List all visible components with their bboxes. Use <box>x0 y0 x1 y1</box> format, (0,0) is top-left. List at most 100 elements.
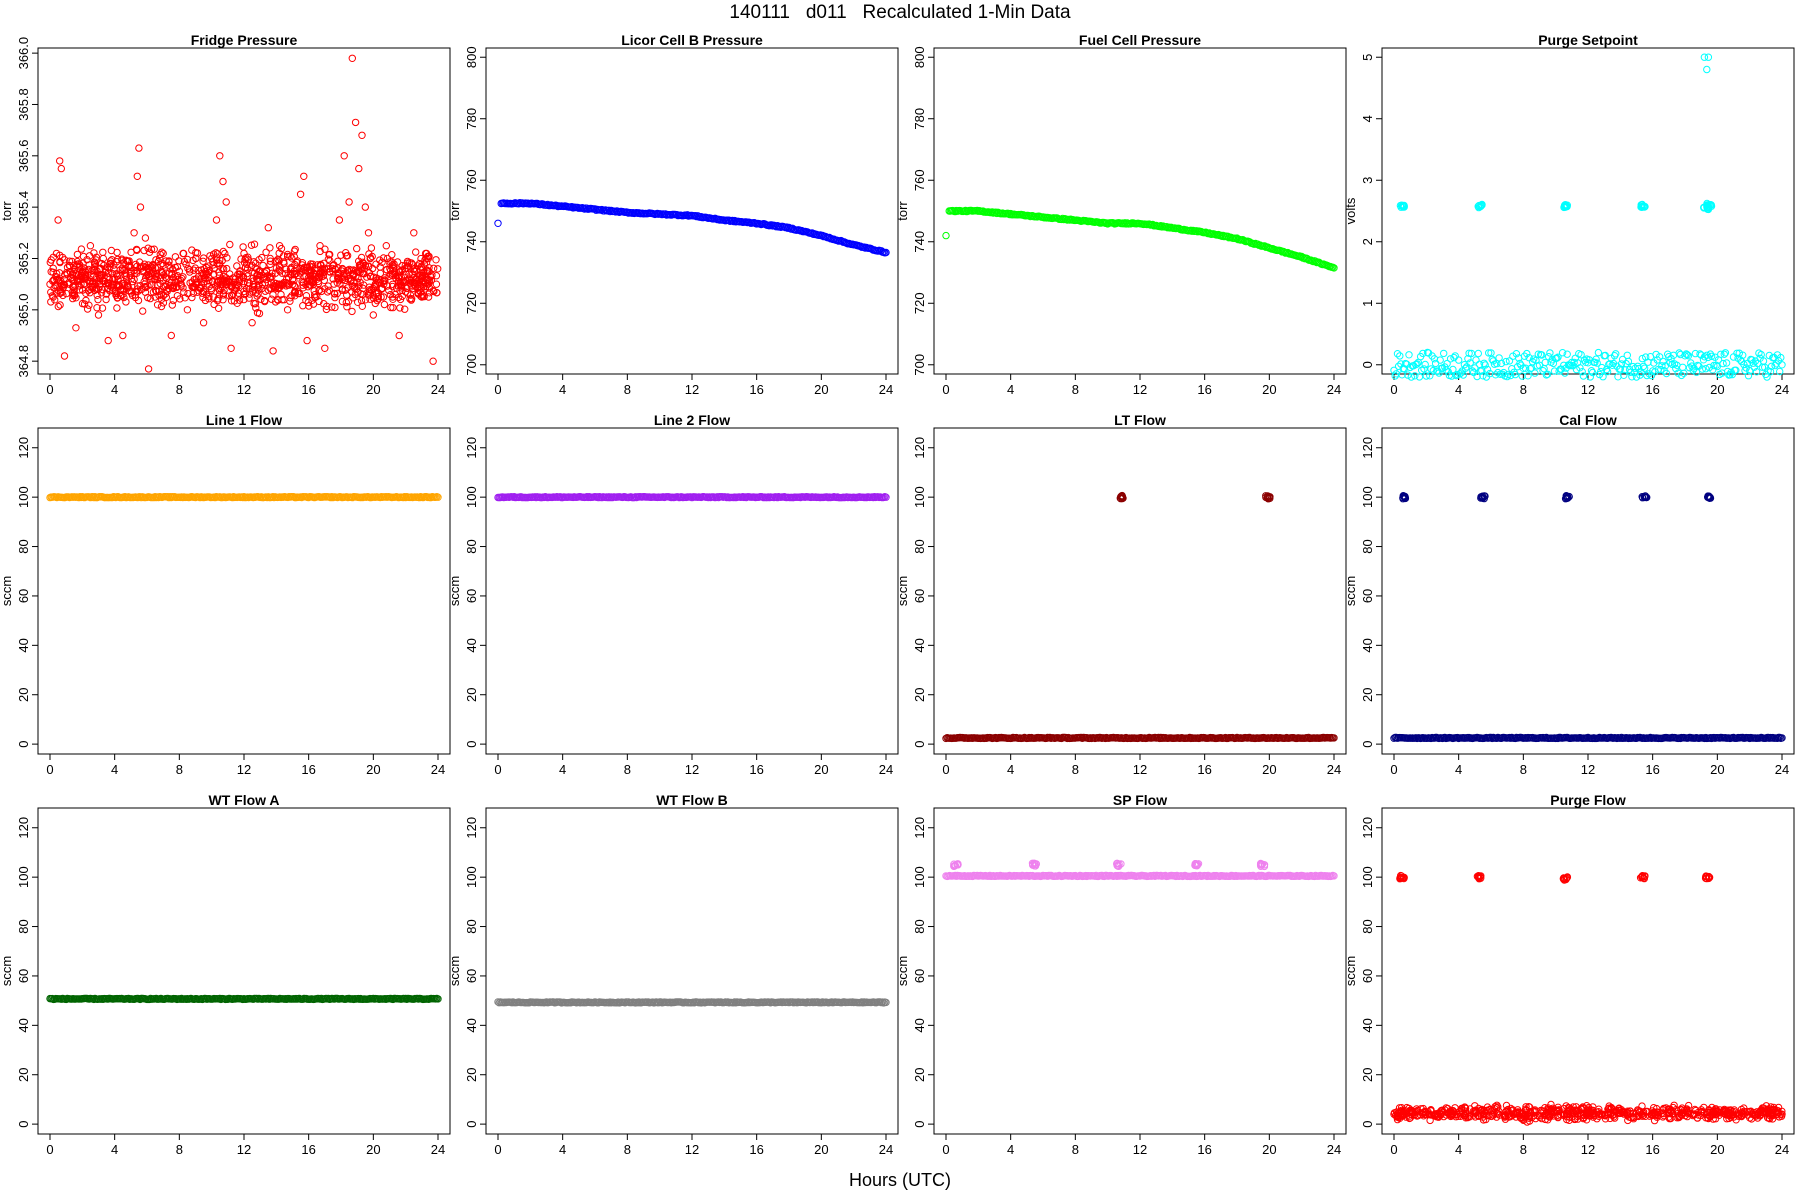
data-point <box>249 280 258 289</box>
data-point <box>173 283 181 292</box>
data-point <box>298 261 306 269</box>
data-point <box>302 296 310 305</box>
y-tick-label: 0 <box>1360 741 1375 748</box>
data-point <box>1415 373 1424 381</box>
data-point <box>185 266 194 274</box>
plot-frame <box>933 427 1347 755</box>
data-point <box>49 264 57 272</box>
data-point <box>343 303 351 311</box>
data-point <box>406 258 414 267</box>
x-tick-label: 20 <box>1710 382 1724 397</box>
data-point <box>1623 351 1632 359</box>
data-point <box>131 288 140 296</box>
data-point <box>209 258 217 266</box>
panel-title: Line 1 Flow <box>206 412 282 428</box>
data-point <box>358 131 366 140</box>
data-point <box>252 304 260 312</box>
plot-frame <box>37 807 451 1135</box>
data-point <box>338 264 347 273</box>
data-point <box>343 291 351 299</box>
data-point <box>396 304 404 312</box>
data-point <box>338 297 347 306</box>
data-point <box>169 296 178 305</box>
data-point <box>241 290 249 299</box>
y-tick-label: 120 <box>1360 437 1375 459</box>
y-tick-label: 740 <box>464 231 479 253</box>
panel-title: Fuel Cell Pressure <box>1079 32 1201 48</box>
x-tick-label: 0 <box>942 1142 949 1157</box>
x-tick-label: 8 <box>176 1142 183 1157</box>
data-point <box>772 223 780 231</box>
x-tick-label: 12 <box>1133 382 1147 397</box>
data-point <box>388 258 396 266</box>
x-tick-label: 20 <box>1262 382 1276 397</box>
data-point <box>80 300 89 308</box>
data-point <box>368 252 376 261</box>
y-tick-label: 60 <box>16 589 31 603</box>
data-point <box>342 298 350 307</box>
data-point <box>239 273 248 281</box>
data-point <box>215 268 223 276</box>
data-point <box>296 190 305 199</box>
data-point <box>70 261 78 270</box>
data-point <box>335 269 343 277</box>
data-point <box>304 298 312 307</box>
data-point <box>1472 356 1480 364</box>
data-point <box>236 267 244 275</box>
plot-frame <box>485 47 899 375</box>
data-points <box>494 998 890 1007</box>
y-tick-label: 365.4 <box>16 191 31 224</box>
data-point <box>77 245 86 253</box>
data-point <box>151 274 159 283</box>
data-point <box>245 279 254 287</box>
data-point <box>83 276 92 284</box>
y-tick-label: 20 <box>464 687 479 701</box>
data-point <box>316 247 324 256</box>
y-tick-label: 0 <box>1360 361 1375 368</box>
data-point <box>1187 226 1195 235</box>
y-tick-label: 100 <box>1360 486 1375 508</box>
data-point <box>1065 216 1074 224</box>
data-point <box>353 244 361 253</box>
data-point <box>364 229 373 237</box>
x-tick-label: 20 <box>1710 762 1724 777</box>
data-point <box>158 248 166 256</box>
data-points <box>46 54 442 373</box>
y-tick-label: 760 <box>912 169 927 191</box>
data-point <box>97 289 106 297</box>
data-point <box>369 273 378 281</box>
x-tick-label: 8 <box>1520 382 1527 397</box>
panel-title: WT Flow B <box>656 792 728 808</box>
data-point <box>355 164 363 173</box>
data-point <box>160 282 168 291</box>
data-point <box>70 286 78 294</box>
data-point <box>388 282 397 291</box>
data-point <box>401 305 409 313</box>
y-tick-label: 3 <box>1360 177 1375 184</box>
data-point <box>99 277 108 286</box>
data-point <box>305 302 313 310</box>
data-point <box>146 273 154 281</box>
data-point <box>227 344 235 352</box>
plot-frame <box>485 807 899 1135</box>
y-tick-label: 120 <box>912 817 927 839</box>
data-point <box>369 311 377 319</box>
data-point <box>186 268 194 276</box>
y-tick-label: 20 <box>912 1067 927 1081</box>
data-point <box>255 309 264 318</box>
data-point <box>345 265 353 274</box>
data-point <box>328 303 336 311</box>
data-point <box>432 280 441 288</box>
data-point <box>167 331 176 340</box>
data-point <box>424 293 433 301</box>
data-point <box>111 287 119 296</box>
x-tick-label: 0 <box>46 762 53 777</box>
data-point <box>173 292 182 300</box>
data-point <box>366 254 375 262</box>
data-point <box>658 210 666 219</box>
data-point <box>424 268 432 276</box>
y-tick-label: 720 <box>464 292 479 314</box>
y-tick-label: 0 <box>16 1121 31 1128</box>
